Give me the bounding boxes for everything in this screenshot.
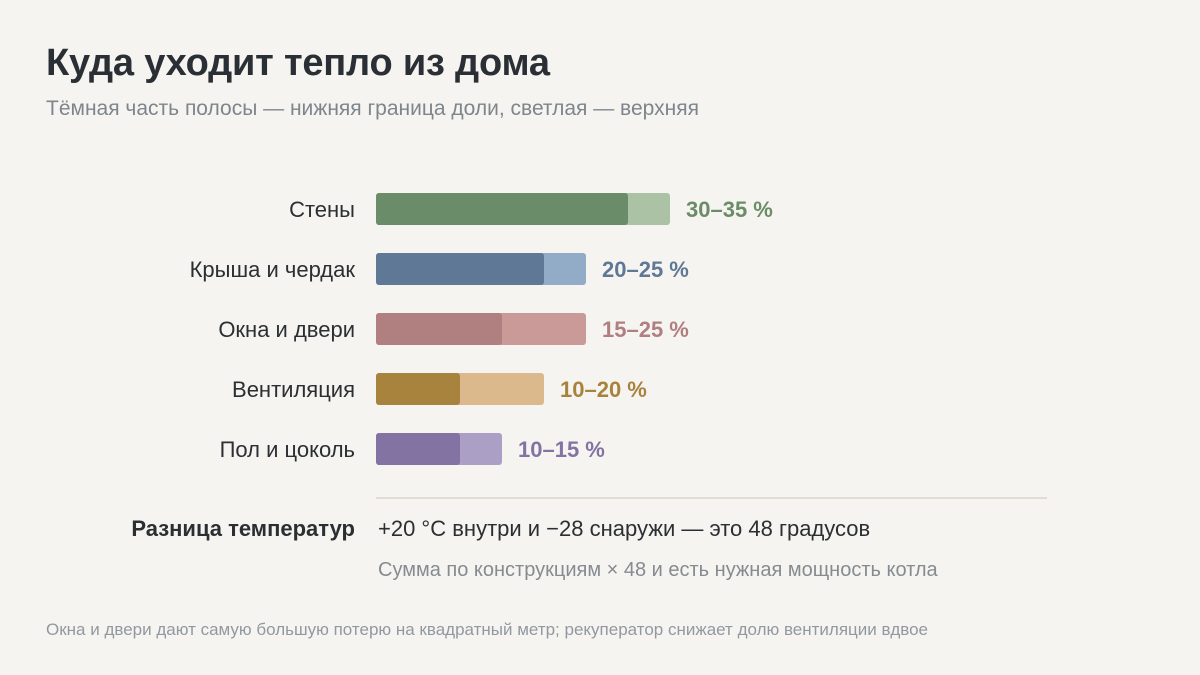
value-label: 10–15 % <box>518 437 605 462</box>
bar-lower-range <box>376 253 544 285</box>
bar-lower-range <box>376 313 502 345</box>
category-label: Стены <box>289 197 355 222</box>
page-subtitle: Тёмная часть полосы — нижняя граница дол… <box>46 97 699 120</box>
bar-lower-range <box>376 433 460 465</box>
temperature-difference-value: +20 °C внутри и −28 снаружи — это 48 гра… <box>378 516 871 541</box>
heat-loss-chart: Стены 30–35 % Крыша и чердак 20–25 % Окна и … <box>190 193 773 465</box>
value-label: 10–20 % <box>560 377 647 402</box>
divider <box>376 497 1047 499</box>
category-label: Крыша и чердак <box>190 257 356 282</box>
bar-lower-range <box>376 193 628 225</box>
page-title: Куда уходит тепло из дома <box>46 42 550 84</box>
temperature-difference-label: Разница температур <box>131 516 355 541</box>
bar-lower-range <box>376 373 460 405</box>
category-label: Вентиляция <box>232 377 355 402</box>
category-label: Пол и цоколь <box>220 437 355 462</box>
value-label: 20–25 % <box>602 257 689 282</box>
footnote: Окна и двери дают самую большую потерю н… <box>46 620 929 639</box>
category-label: Окна и двери <box>218 317 355 342</box>
value-label: 15–25 % <box>602 317 689 342</box>
value-label: 30–35 % <box>686 197 773 222</box>
boiler-power-note: Сумма по конструкциям × 48 и есть нужная… <box>378 559 938 581</box>
